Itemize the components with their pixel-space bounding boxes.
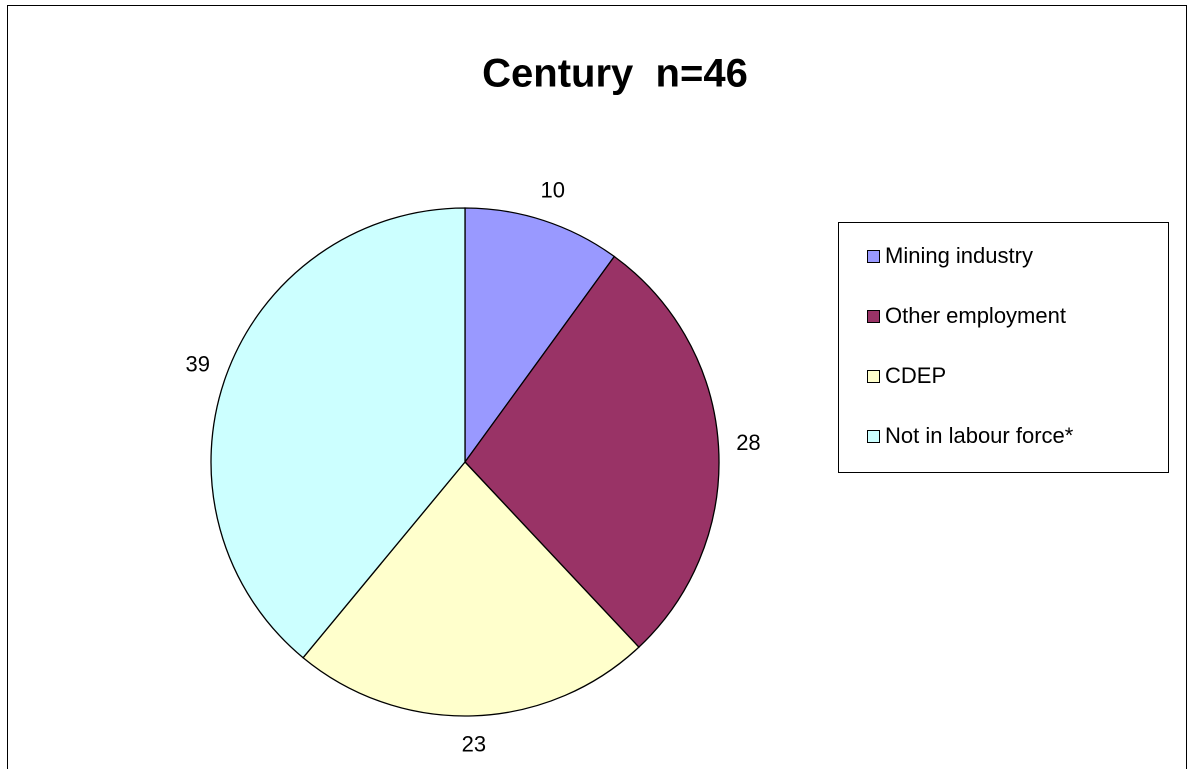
legend-label: Mining industry (885, 243, 1033, 268)
data-label: 28 (736, 430, 760, 455)
data-label: 23 (462, 732, 486, 757)
legend-swatch (867, 250, 880, 263)
data-label: 39 (186, 352, 210, 377)
legend-label: Not in labour force* (885, 423, 1074, 448)
legend-swatch (867, 310, 880, 323)
pie-slice (302, 461, 640, 717)
pie-slice (210, 207, 466, 659)
pie-slice (464, 255, 720, 649)
data-label: 10 (541, 178, 565, 203)
legend-swatch (867, 430, 880, 443)
legend-label: Other employment (885, 303, 1066, 328)
legend-label: CDEP (885, 363, 946, 388)
legend-swatch (867, 370, 880, 383)
chart-title: Century n=46 (482, 52, 748, 96)
legend-box (838, 222, 1169, 473)
pie-slice (464, 207, 616, 465)
